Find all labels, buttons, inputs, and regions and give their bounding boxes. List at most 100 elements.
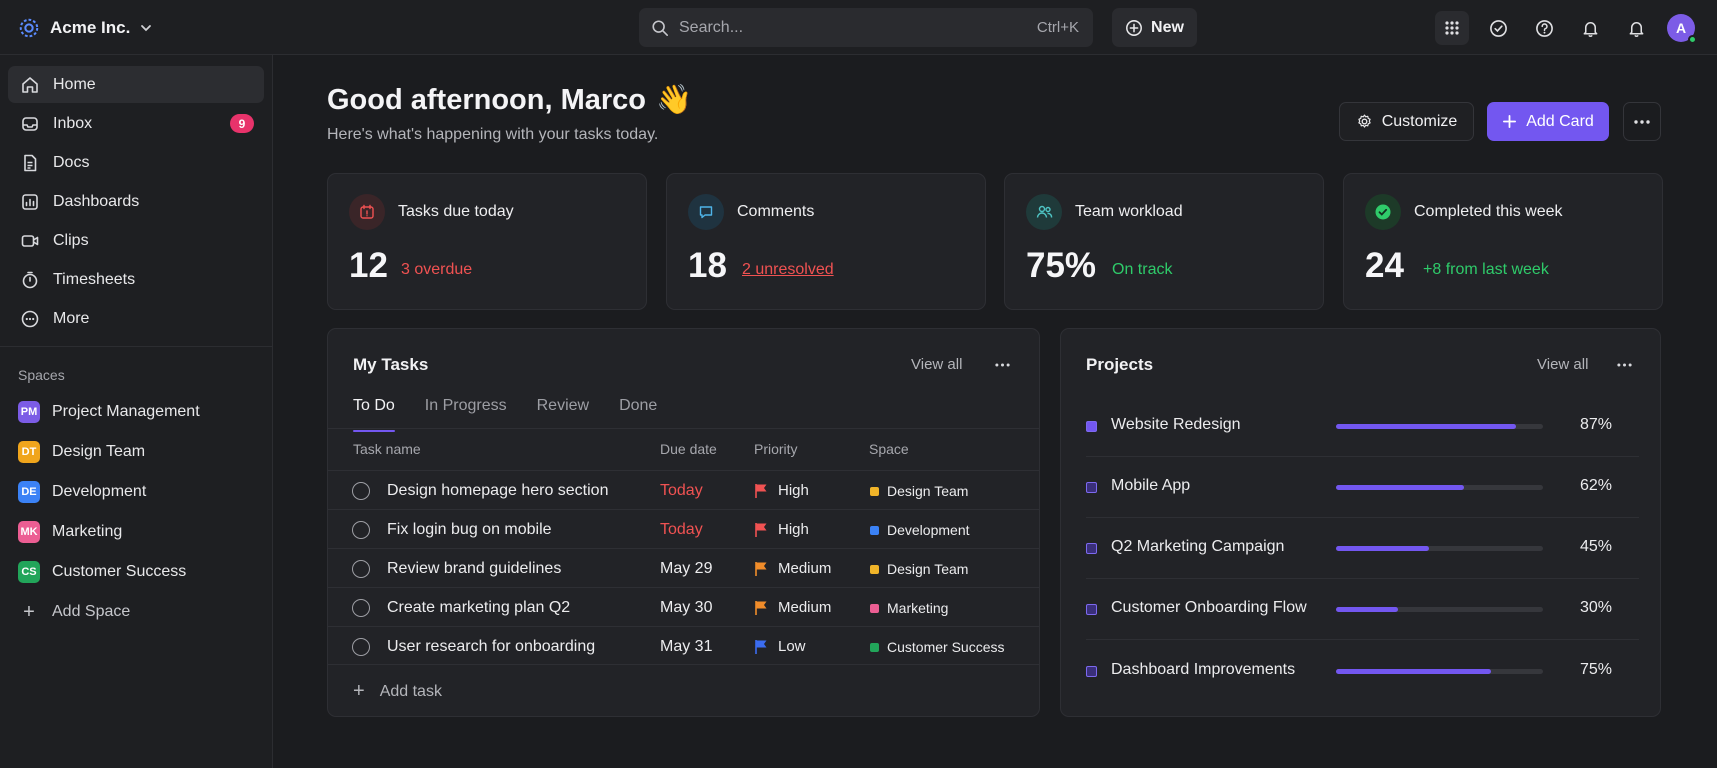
sidebar-item-timesheets[interactable]: Timesheets: [8, 261, 264, 298]
column-header-task-name[interactable]: Task name: [353, 441, 421, 457]
stat-card-completed[interactable]: Completed this week 24 +8 from last week: [1343, 173, 1663, 310]
tab-in-progress[interactable]: In Progress: [424, 397, 507, 414]
column-header-space[interactable]: Space: [869, 441, 909, 457]
table-row[interactable]: Review brand guidelines May 29 Medium De…: [328, 548, 1039, 587]
plus-icon: +: [353, 680, 365, 702]
sidebar-item-label: Clips: [53, 231, 89, 249]
task-checkbox[interactable]: [352, 599, 370, 617]
task-priority[interactable]: High: [754, 482, 809, 499]
task-name[interactable]: Review brand guidelines: [387, 560, 562, 577]
add-task-button[interactable]: + Add task: [353, 680, 442, 703]
sidebar-item-dashboards[interactable]: Dashboards: [8, 183, 264, 220]
projects-more-button[interactable]: [1612, 354, 1636, 376]
table-row[interactable]: Create marketing plan Q2 May 30 Medium M…: [328, 587, 1039, 626]
stat-title: Team workload: [1075, 203, 1183, 220]
workspace-name: Acme Inc.: [50, 18, 131, 37]
sidebar-item-docs[interactable]: Docs: [8, 144, 264, 181]
table-row[interactable]: Fix login bug on mobile Today High Devel…: [328, 509, 1039, 548]
new-button[interactable]: New: [1112, 8, 1197, 47]
tab-done[interactable]: Done: [619, 397, 658, 414]
sidebar-item-home[interactable]: Home: [8, 66, 264, 103]
column-header-priority[interactable]: Priority: [754, 441, 798, 457]
tasks-more-button[interactable]: [990, 354, 1014, 376]
task-priority[interactable]: Medium: [754, 560, 831, 577]
help-button[interactable]: [1527, 11, 1561, 45]
table-row[interactable]: Design homepage hero section Today High …: [328, 470, 1039, 509]
progress-fill: [1336, 669, 1492, 674]
space-item-customer-success[interactable]: CS Customer Success: [18, 558, 186, 586]
unresolved-comments-link[interactable]: 2 unresolved: [742, 261, 834, 278]
customize-label: Customize: [1381, 112, 1458, 130]
add-card-button[interactable]: Add Card: [1487, 102, 1609, 141]
customize-button[interactable]: Customize: [1339, 102, 1474, 141]
add-card-label: Add Card: [1526, 112, 1594, 130]
task-priority[interactable]: Medium: [754, 599, 831, 616]
priority-label: Medium: [778, 599, 832, 616]
stat-card-comments[interactable]: Comments 18 2 unresolved: [666, 173, 986, 310]
task-space: Development: [870, 522, 970, 538]
task-name[interactable]: Design homepage hero section: [387, 482, 609, 499]
sidebar-item-label: Timesheets: [53, 270, 136, 288]
tab-review[interactable]: Review: [536, 397, 590, 414]
project-row[interactable]: Dashboard Improvements 75%: [1086, 641, 1639, 702]
stat-value: 12: [349, 246, 388, 285]
task-checkbox[interactable]: [352, 560, 370, 578]
space-color-swatch: [870, 642, 879, 652]
view-all-tasks-link[interactable]: View all: [911, 356, 963, 373]
view-all-projects-link[interactable]: View all: [1537, 356, 1589, 373]
stat-value: 18: [688, 246, 727, 285]
search-bar[interactable]: Search... Ctrl+K: [639, 8, 1093, 47]
space-item-marketing[interactable]: MK Marketing: [18, 518, 122, 546]
avatar-initial: A: [1675, 20, 1687, 36]
project-row[interactable]: Website Redesign 87%: [1086, 396, 1639, 457]
apps-grid-button[interactable]: [1435, 11, 1469, 45]
add-space-button[interactable]: + Add Space: [18, 598, 130, 626]
waving-hand-emoji: 👋: [656, 84, 693, 116]
alerts-button[interactable]: [1619, 11, 1653, 45]
sidebar-divider: [0, 346, 273, 347]
task-priority[interactable]: Low: [754, 638, 806, 655]
task-checkbox[interactable]: [352, 521, 370, 539]
sidebar-item-more[interactable]: More: [8, 300, 264, 337]
stat-card-tasks-due[interactable]: Tasks due today 12 3 overdue: [327, 173, 647, 310]
stat-card-team-workload[interactable]: Team workload 75% On track: [1004, 173, 1324, 310]
task-name[interactable]: Fix login bug on mobile: [387, 521, 552, 538]
task-name[interactable]: User research for onboarding: [387, 638, 596, 655]
flag-icon: [755, 561, 767, 576]
sidebar-item-clips[interactable]: Clips: [8, 222, 264, 259]
task-checkbox[interactable]: [352, 482, 370, 500]
stopwatch-icon: [22, 271, 38, 288]
user-avatar[interactable]: A: [1667, 14, 1697, 44]
task-checkbox[interactable]: [352, 638, 370, 656]
sidebar-item-inbox[interactable]: Inbox 9: [8, 105, 264, 142]
project-row[interactable]: Customer Onboarding Flow 30%: [1086, 579, 1639, 640]
project-row[interactable]: Q2 Marketing Campaign 45%: [1086, 518, 1639, 579]
space-name: Development: [887, 522, 970, 538]
column-header-due-date[interactable]: Due date: [660, 441, 717, 457]
space-item-design-team[interactable]: DT Design Team: [18, 438, 145, 466]
project-row[interactable]: Mobile App 62%: [1086, 457, 1639, 518]
task-due-date: May 31: [660, 638, 713, 655]
sidebar-item-label: Dashboards: [53, 192, 140, 210]
sidebar-item-label: Docs: [53, 153, 90, 171]
workspace-switcher[interactable]: Acme Inc.: [18, 14, 152, 42]
add-task-label: Add task: [379, 682, 442, 700]
table-row[interactable]: User research for onboarding May 31 Low …: [328, 626, 1039, 665]
task-due-date: Today: [660, 521, 703, 538]
space-item-project-management[interactable]: PM Project Management: [18, 398, 200, 426]
task-priority[interactable]: High: [754, 521, 809, 538]
home-icon: [22, 76, 38, 93]
tab-to-do[interactable]: To Do: [353, 397, 395, 432]
chevron-down-icon: [141, 25, 152, 32]
page-title: Good afternoon, Marco 👋: [327, 83, 692, 117]
plus-icon: [1503, 114, 1517, 129]
tasks-button[interactable]: [1481, 11, 1515, 45]
page-more-button[interactable]: [1623, 102, 1661, 141]
notifications-button[interactable]: [1573, 11, 1607, 45]
check-circle-icon: [1365, 194, 1401, 230]
progress-track: [1336, 546, 1543, 551]
space-item-development[interactable]: DE Development: [18, 478, 146, 506]
progress-track: [1336, 424, 1543, 429]
space-color-swatch: [870, 564, 879, 574]
task-name[interactable]: Create marketing plan Q2: [387, 599, 571, 616]
